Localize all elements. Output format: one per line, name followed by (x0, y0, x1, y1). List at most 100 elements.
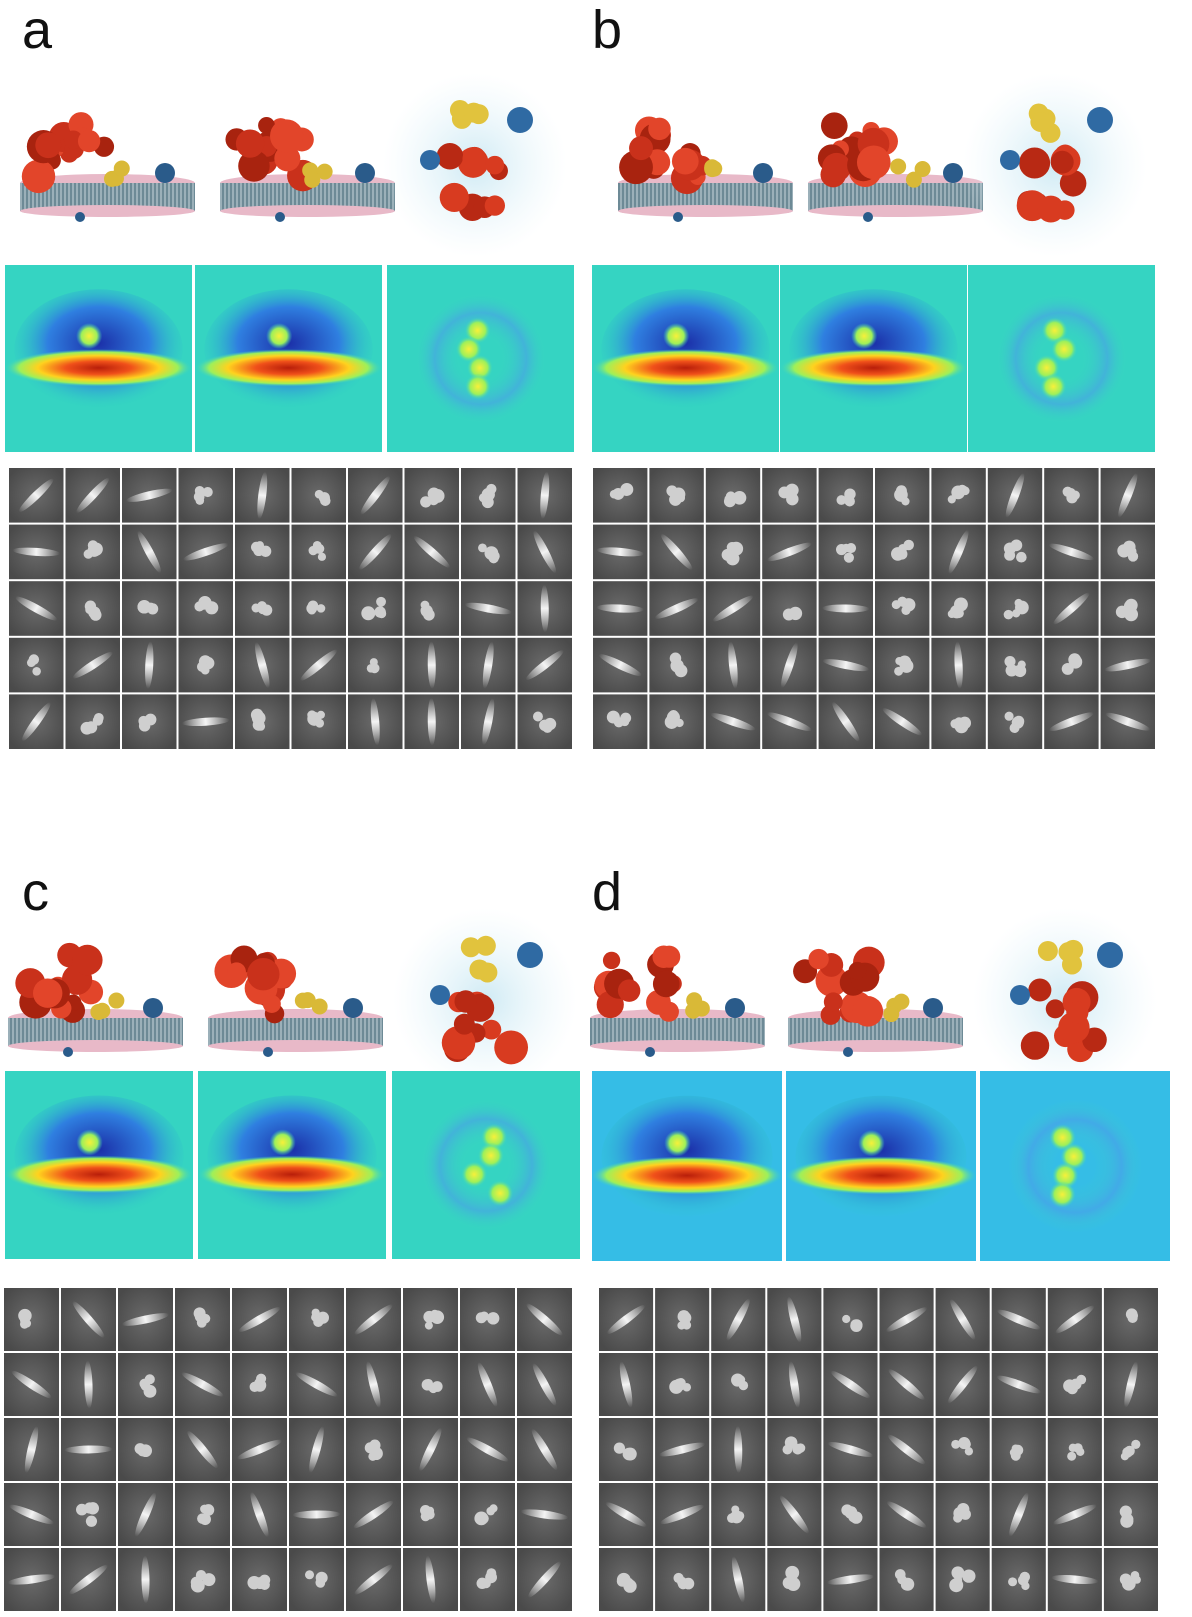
density-blob (851, 323, 877, 349)
panel: a (5, 0, 574, 750)
class-blob (32, 667, 41, 676)
class-blob (1123, 541, 1136, 554)
protein-red (263, 995, 281, 1013)
panel-label: a (22, 0, 53, 60)
density-halo (204, 289, 372, 409)
protein-yellow (686, 992, 702, 1008)
page: abcd (() => { const data = JSON.parse(do… (0, 0, 1192, 1612)
protein-blue (343, 998, 363, 1018)
panel-label: b (592, 0, 622, 60)
class-blob (722, 549, 734, 561)
protein-red (486, 156, 505, 175)
class-blob (1120, 1506, 1132, 1518)
class-blob (1005, 712, 1014, 721)
density-blob (269, 1129, 295, 1155)
class-blob (29, 654, 39, 664)
protein-red (78, 130, 100, 152)
protein-red (1021, 1031, 1049, 1059)
class-blob (846, 543, 856, 553)
protein-yellow (1062, 954, 1082, 974)
protein-red (603, 952, 620, 969)
membrane-bottom (8, 1040, 183, 1052)
protein-yellow (1030, 112, 1050, 132)
protein-red (652, 945, 675, 968)
class-blob (958, 1437, 970, 1449)
class-blob (251, 709, 263, 721)
panel: d (590, 862, 1170, 1612)
protein-blue (1097, 942, 1123, 968)
density-halo (14, 289, 182, 409)
class-average (936, 1418, 990, 1481)
protein-blue (943, 163, 963, 183)
class-blob (539, 720, 550, 731)
protein-blue (843, 1047, 853, 1057)
protein-yellow (114, 161, 130, 177)
class-blob (477, 1578, 488, 1589)
panel-label: d (592, 862, 622, 922)
class-blob (726, 491, 736, 501)
class-blob (962, 1569, 975, 1582)
protein-red (852, 996, 883, 1027)
protein-red (808, 949, 828, 969)
class-blob (361, 606, 375, 620)
class-blob (376, 597, 386, 607)
class-blob (479, 493, 488, 502)
class-blob (1008, 1577, 1017, 1586)
class-blob (836, 544, 847, 555)
class-blob (194, 601, 204, 611)
class-blob (842, 1315, 850, 1323)
density-band (5, 1156, 193, 1194)
protein-red (629, 136, 653, 160)
class-blob (1012, 609, 1020, 617)
class-blob (1004, 550, 1015, 561)
class-blob (253, 1379, 266, 1392)
class-blob (841, 1504, 853, 1516)
panel-label: c (22, 862, 49, 922)
protein-yellow (1038, 941, 1058, 961)
protein-red (22, 160, 55, 193)
density-blob (461, 1161, 487, 1187)
protein-red (857, 146, 891, 180)
class-blob (953, 1513, 962, 1522)
class-blob (617, 1576, 628, 1587)
class-blob (86, 1516, 97, 1527)
density-halo (207, 1095, 376, 1215)
density-blob (1049, 1181, 1076, 1208)
class-blob (426, 1507, 434, 1515)
protein-red (247, 958, 279, 990)
protein-yellow (890, 158, 906, 174)
class-blob (614, 1443, 625, 1454)
protein-blue (1087, 107, 1113, 133)
protein-red (462, 147, 486, 171)
class-blob (901, 497, 909, 505)
class-blob (305, 1570, 314, 1579)
density-blob (76, 1129, 102, 1155)
class-blob (307, 710, 316, 719)
protein-red (618, 979, 640, 1001)
class-blob (683, 1578, 695, 1590)
class-blob (607, 711, 620, 724)
protein-yellow (108, 993, 124, 1009)
density-band (592, 349, 779, 386)
class-blob (1004, 610, 1013, 619)
class-blob (1015, 599, 1023, 607)
class-average (4, 1288, 59, 1351)
class-blob (1069, 655, 1082, 668)
protein-yellow (469, 959, 489, 979)
figure: a b c d (0, 0, 1192, 1612)
protein-blue (275, 212, 285, 222)
membrane-bottom (220, 205, 395, 217)
membrane-bottom (20, 205, 195, 217)
protein-red (454, 990, 476, 1012)
class-blob (374, 606, 385, 617)
class-blob (620, 483, 633, 496)
class-blob (85, 601, 96, 612)
class-blob (1122, 1447, 1132, 1457)
class-blob (785, 1436, 798, 1449)
class-blob (610, 490, 619, 499)
density-halo (789, 289, 957, 409)
protein-blue (355, 163, 375, 183)
class-blob (139, 1445, 149, 1455)
class-blob (1020, 1572, 1030, 1582)
protein-red (1019, 147, 1050, 178)
